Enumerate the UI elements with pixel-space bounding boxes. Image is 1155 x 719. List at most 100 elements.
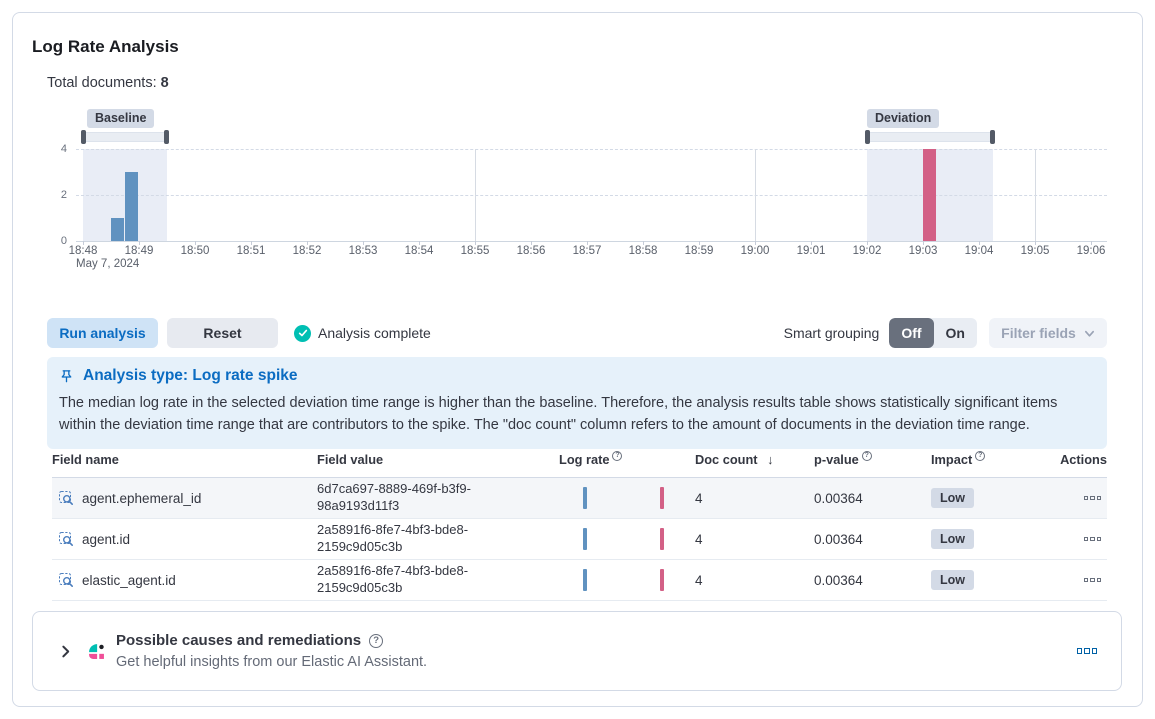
- table-header-row: Field name Field value Log rate? Doc cou…: [52, 450, 1107, 468]
- deviation-brush[interactable]: [867, 132, 993, 142]
- field-inspect-icon[interactable]: [58, 531, 74, 547]
- table-row[interactable]: agent.ephemeral_id 6d7ca697-8889-469f-b3…: [52, 478, 1107, 519]
- x-axis-label: 18:53: [348, 245, 378, 257]
- insights-subtitle: Get helpful insights from our Elastic AI…: [116, 654, 428, 670]
- x-tick: [251, 241, 252, 245]
- x-axis-label: 18:59: [684, 245, 714, 257]
- x-axis-label: 19:01: [796, 245, 826, 257]
- row-actions-button[interactable]: [1082, 535, 1104, 544]
- field-name: agent.id: [82, 531, 131, 547]
- x-axis-label: 18:50: [180, 245, 210, 257]
- analysis-type-callout: Analysis type: Log rate spike The median…: [47, 357, 1107, 449]
- gridline-y4: [76, 149, 1107, 150]
- callout-title: Analysis type: Log rate spike: [83, 367, 298, 384]
- info-icon: ?: [861, 450, 872, 461]
- insights-actions-button[interactable]: [1075, 646, 1100, 656]
- x-axis-label: 18:55: [460, 245, 490, 257]
- doc-count: 4: [695, 531, 703, 547]
- deviation-brush-left-handle[interactable]: [865, 130, 870, 144]
- x-axis-label: 19:04: [964, 245, 994, 257]
- toolbar: Run analysis Reset Analysis complete Sma…: [47, 318, 1107, 348]
- x-tick: [755, 241, 756, 245]
- x-tick: [1091, 241, 1092, 245]
- doc-count: 4: [695, 572, 703, 588]
- table-row[interactable]: agent.id 2a5891f6-8fe7-4bf3-bde8-2159c9d…: [52, 519, 1107, 560]
- x-tick: [699, 241, 700, 245]
- doc-count: 4: [695, 490, 703, 506]
- deviation-bar: [923, 149, 936, 241]
- row-actions-button[interactable]: [1082, 576, 1104, 585]
- document-count-chart: Baseline Deviation 0 2 4 18:48 18:49 18:50 18:…: [13, 109, 1142, 284]
- x-axis-day-label: May 7, 2024: [76, 258, 140, 270]
- x-axis-label: 18:56: [516, 245, 546, 257]
- baseline-bar: [125, 172, 138, 241]
- x-tick: [139, 241, 140, 245]
- field-inspect-icon[interactable]: [58, 490, 74, 506]
- p-value: 0.00364: [814, 531, 863, 547]
- deviation-brush-right-handle[interactable]: [990, 130, 995, 144]
- baseline-brush[interactable]: [83, 132, 167, 142]
- table-row[interactable]: elastic_agent.id 2a5891f6-8fe7-4bf3-bde8…: [52, 560, 1107, 601]
- header-field-name: Field name: [52, 452, 119, 467]
- x-tick: [923, 241, 924, 245]
- reset-button[interactable]: Reset: [167, 318, 278, 348]
- run-analysis-button[interactable]: Run analysis: [47, 318, 158, 348]
- impact-badge: Low: [931, 488, 974, 508]
- filter-fields-button[interactable]: Filter fields: [989, 318, 1107, 348]
- field-name: agent.ephemeral_id: [82, 490, 202, 506]
- p-value: 0.00364: [814, 572, 863, 588]
- x-tick: [979, 241, 980, 245]
- x-tick: [587, 241, 588, 245]
- baseline-brush-left-handle[interactable]: [81, 130, 86, 144]
- total-documents-label: Total documents:: [47, 75, 157, 91]
- chevron-right-icon: [62, 645, 70, 657]
- header-doc-count[interactable]: Doc count ↓: [695, 452, 774, 467]
- log-rate-mini-chart: [571, 569, 671, 591]
- analysis-status-label: Analysis complete: [318, 325, 431, 341]
- expand-insights-button[interactable]: [55, 641, 76, 662]
- sort-desc-icon: ↓: [767, 452, 774, 467]
- x-axis-label: 18:54: [404, 245, 434, 257]
- baseline-badge: Baseline: [87, 109, 155, 128]
- log-rate-mini-chart: [571, 528, 671, 550]
- impact-badge: Low: [931, 570, 974, 590]
- field-name: elastic_agent.id: [82, 572, 176, 588]
- filter-fields-label: Filter fields: [1001, 325, 1076, 341]
- header-log-rate[interactable]: Log rate?: [559, 450, 683, 467]
- x-axis-label: 18:57: [572, 245, 602, 257]
- chevron-down-icon: [1084, 330, 1094, 337]
- header-p-value[interactable]: p-value?: [802, 450, 919, 467]
- field-value: 2a5891f6-8fe7-4bf3-bde8-2159c9d05c3b: [317, 563, 469, 595]
- baseline-brush-right-handle[interactable]: [164, 130, 169, 144]
- x-axis-line: [76, 241, 1107, 242]
- x-axis-label: 19:02: [852, 245, 882, 257]
- help-icon[interactable]: ?: [369, 633, 384, 648]
- row-actions-button[interactable]: [1082, 494, 1104, 503]
- smart-grouping-off-button[interactable]: Off: [889, 318, 934, 348]
- log-rate-mini-chart: [571, 487, 671, 509]
- x-axis-label: 18:58: [628, 245, 658, 257]
- header-actions: Actions: [1060, 452, 1107, 467]
- x-tick: [643, 241, 644, 245]
- insights-panel: Possible causes and remediations ? Get h…: [32, 611, 1122, 691]
- x-tick: [867, 241, 868, 245]
- field-inspect-icon[interactable]: [58, 572, 74, 588]
- callout-body: The median log rate in the selected devi…: [59, 395, 1058, 433]
- x-tick: [475, 241, 476, 245]
- total-documents-value: 8: [160, 75, 169, 91]
- x-axis-label: 19:05: [1020, 245, 1050, 257]
- x-axis-label: 19:00: [740, 245, 770, 257]
- field-value: 2a5891f6-8fe7-4bf3-bde8-2159c9d05c3b: [317, 522, 469, 554]
- header-impact[interactable]: Impact?: [919, 450, 1036, 467]
- gridline-y2: [76, 195, 1107, 196]
- insights-title: Possible causes and remediations: [116, 632, 362, 649]
- smart-grouping-on-button[interactable]: On: [934, 318, 977, 348]
- total-documents: Total documents: 8: [47, 75, 169, 91]
- log-rate-analysis-panel: Log Rate Analysis Total documents: 8 Bas…: [12, 12, 1143, 707]
- x-tick: [419, 241, 420, 245]
- analysis-results-table: Field name Field value Log rate? Doc cou…: [52, 450, 1107, 601]
- x-axis-label: 18:52: [292, 245, 322, 257]
- x-tick: [363, 241, 364, 245]
- x-tick: [1035, 241, 1036, 245]
- ai-assistant-icon: [88, 643, 105, 660]
